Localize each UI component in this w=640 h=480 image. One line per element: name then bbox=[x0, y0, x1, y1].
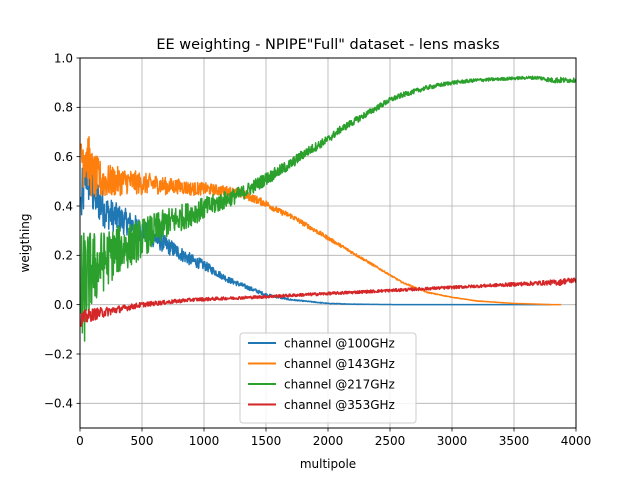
x-tick-label: 4000 bbox=[561, 434, 592, 448]
y-tick-label: −0.2 bbox=[44, 347, 73, 361]
series-line-4 bbox=[80, 277, 576, 327]
x-tick-label: 3500 bbox=[499, 434, 530, 448]
y-tick-label: 0.2 bbox=[54, 249, 73, 263]
legend-box bbox=[239, 332, 417, 424]
x-tick-label: 500 bbox=[131, 434, 154, 448]
y-tick-label: 1.0 bbox=[54, 51, 73, 65]
y-axis-label: weigthing bbox=[18, 213, 32, 272]
y-tick-label: 0.0 bbox=[54, 298, 73, 312]
y-tick-label: 0.8 bbox=[54, 101, 73, 115]
series-line-2 bbox=[80, 136, 562, 306]
series-line-3 bbox=[80, 75, 576, 342]
x-tick-label: 3000 bbox=[437, 434, 468, 448]
x-tick-label: 0 bbox=[76, 434, 84, 448]
legend-label: channel @100GHz bbox=[284, 336, 395, 350]
x-axis-label: multipole bbox=[300, 457, 356, 471]
chart-title: EE weighting - NPIPE"Full" dataset - len… bbox=[156, 37, 499, 53]
legend-label: channel @353GHz bbox=[284, 398, 395, 412]
plot-area bbox=[80, 75, 576, 342]
series-line-1 bbox=[80, 153, 552, 306]
legend-label: channel @217GHz bbox=[284, 377, 395, 391]
x-tick-label: 1000 bbox=[189, 434, 220, 448]
x-tick-label: 2500 bbox=[375, 434, 406, 448]
tick-layer: 0 500 1000 1500 2000 2500 3000 3500 4000 −0.4 −0.2… bbox=[44, 51, 591, 448]
legend: channel @100GHz channel @143GHz channel @2… bbox=[239, 332, 417, 424]
y-tick-label: 0.4 bbox=[54, 199, 73, 213]
legend-label: channel @143GHz bbox=[284, 357, 395, 371]
y-tick-label: 0.6 bbox=[54, 150, 73, 164]
x-tick-label: 1500 bbox=[251, 434, 282, 448]
y-tick-label: −0.4 bbox=[44, 397, 73, 411]
x-tick-label: 2000 bbox=[313, 434, 344, 448]
